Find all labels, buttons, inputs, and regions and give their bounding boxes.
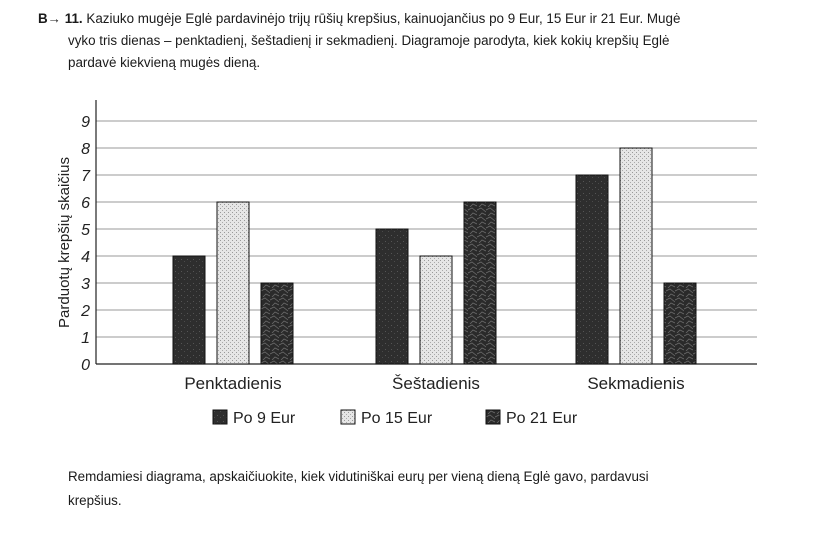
bar xyxy=(375,228,409,365)
y-tick-label: 2 xyxy=(80,303,90,320)
y-tick-label: 0 xyxy=(81,357,90,374)
question-line-1: Remdamiesi diagrama, apskaičiuokite, kie… xyxy=(68,469,649,484)
bar xyxy=(216,201,250,365)
y-tick-label: 6 xyxy=(81,195,90,212)
category-label: Penktadienis xyxy=(184,374,281,393)
bar xyxy=(172,255,206,365)
task-line-1-text: Kaziuko mugėje Eglė pardavinėjo trijų rū… xyxy=(86,11,681,26)
legend-swatch xyxy=(485,409,501,425)
bar xyxy=(260,282,294,365)
legend-swatch xyxy=(340,409,356,425)
category-labels: Penktadienis Šeštadienis Sekmadienis xyxy=(184,374,684,393)
task-line-1: B→ 11. Kaziuko mugėje Eglė pardavinėjo t… xyxy=(38,8,818,30)
question-text: Remdamiesi diagrama, apskaičiuokite, kie… xyxy=(68,465,808,513)
category-label: Sekmadienis xyxy=(587,374,684,393)
task-line-3: pardavė kiekvieną mugės dieną. xyxy=(68,55,261,70)
task-text: B→ 11. Kaziuko mugėje Eglė pardavinėjo t… xyxy=(38,8,818,74)
bar xyxy=(463,201,497,365)
y-tick-label: 8 xyxy=(81,141,90,158)
y-axis-label: Parduotų krepšių skaičius xyxy=(56,157,73,328)
bar xyxy=(663,282,697,365)
y-tick-label: 1 xyxy=(81,330,90,347)
task-number: B→ 11. xyxy=(38,11,83,26)
bars xyxy=(172,147,697,365)
y-tick-labels: 0 1 2 3 4 5 6 7 8 9 xyxy=(80,114,91,374)
legend-swatch xyxy=(212,409,228,425)
y-tick-label: 9 xyxy=(81,114,90,131)
legend-label: Po 9 Eur xyxy=(233,410,296,427)
bar xyxy=(419,255,453,365)
question-line-2: krepšius. xyxy=(68,493,122,508)
legend-label: Po 15 Eur xyxy=(361,410,433,427)
y-tick-label: 5 xyxy=(81,222,90,239)
legend: Po 9 Eur Po 15 Eur Po 21 Eur xyxy=(212,409,578,427)
bar xyxy=(619,147,653,365)
category-label: Šeštadienis xyxy=(392,374,480,393)
y-tick-label: 4 xyxy=(81,249,90,266)
bar xyxy=(575,174,609,365)
y-tick-label: 7 xyxy=(81,168,91,185)
task-line-2: vyko tris dienas – penktadienį, šeštadie… xyxy=(68,33,670,48)
y-tick-label: 3 xyxy=(81,276,90,293)
legend-label: Po 21 Eur xyxy=(506,410,578,427)
